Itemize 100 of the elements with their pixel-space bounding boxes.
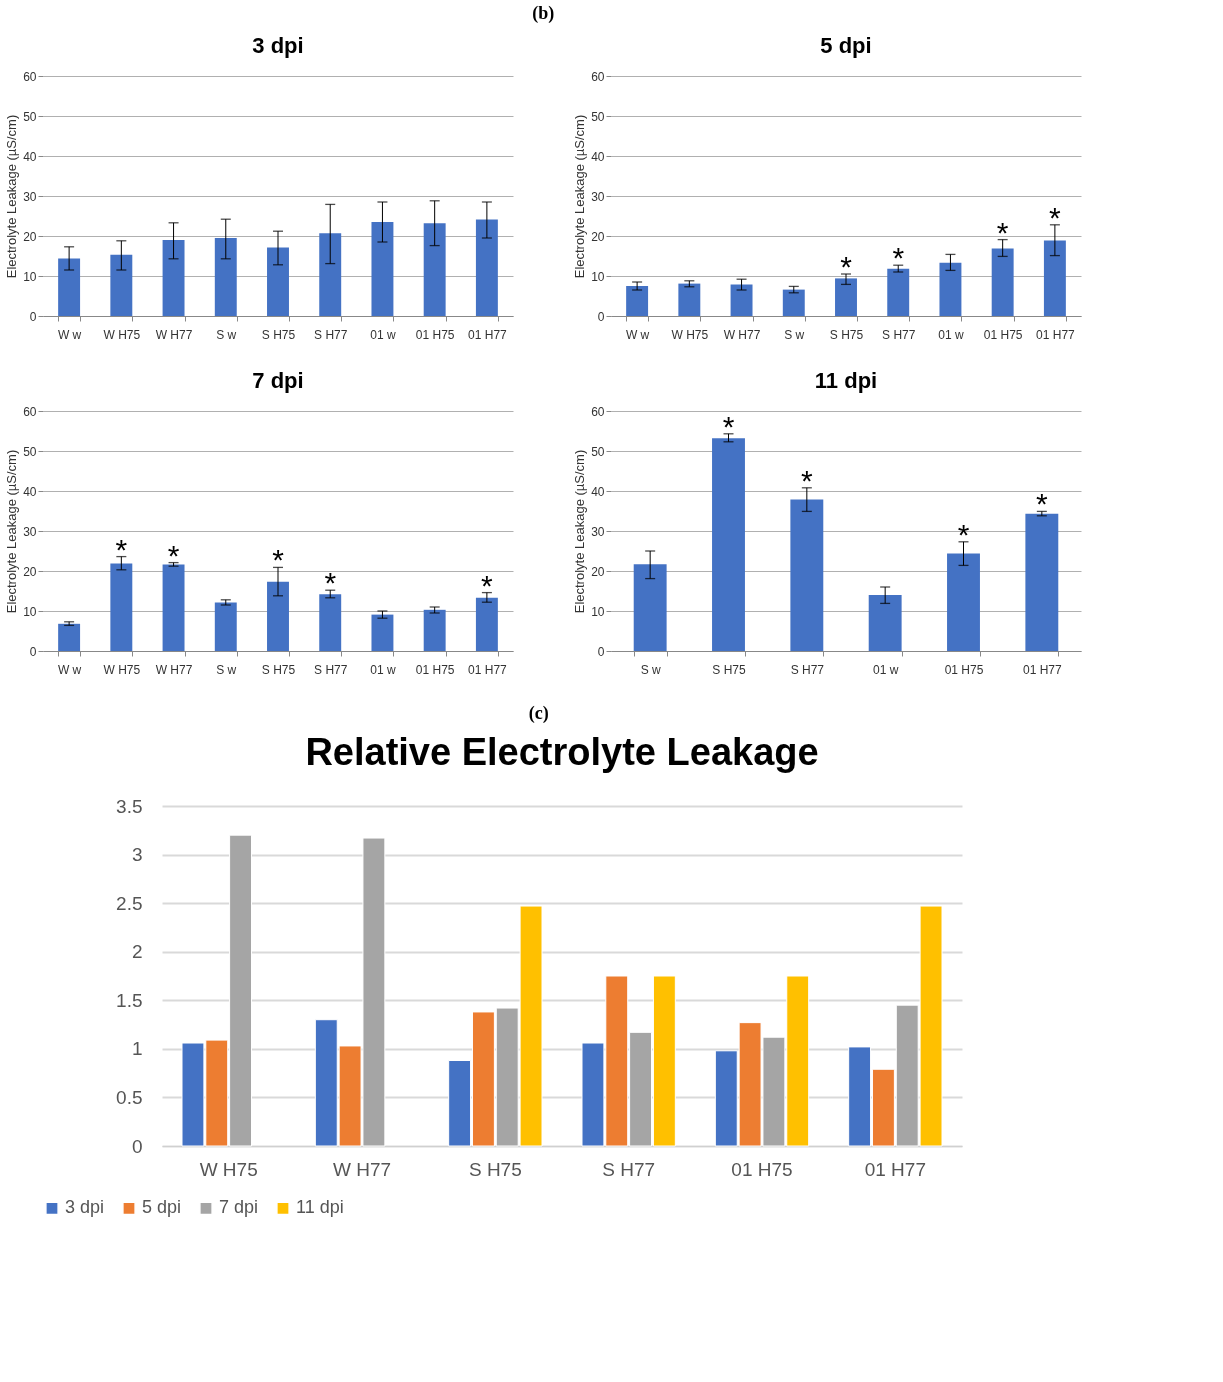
- x-tick-label: W H77: [155, 662, 193, 677]
- bar: [790, 499, 824, 651]
- annotation: *: [481, 568, 494, 602]
- x-tick-label: S H77: [314, 662, 348, 677]
- y-tick-label: 50: [591, 444, 605, 459]
- x-tick-label: W H75: [199, 1158, 258, 1180]
- x-tick-label: W w: [57, 327, 82, 342]
- x-tick-label: 01 H75: [983, 327, 1023, 342]
- y-tick-label: 40: [23, 149, 37, 164]
- chart-title: 5 dpi: [820, 33, 872, 58]
- annotation: *: [957, 517, 970, 551]
- y-axis-title: Electrolyte Leakage (µS/cm): [572, 449, 588, 614]
- x-tick-label: W H75: [103, 662, 141, 677]
- y-tick-label: 10: [23, 269, 37, 284]
- y-tick-label: 20: [23, 229, 37, 244]
- chart-title: 3 dpi: [252, 33, 304, 58]
- bar: [58, 623, 81, 651]
- bar: [475, 597, 498, 651]
- x-tick-label: 01 H77: [468, 662, 508, 677]
- y-tick-label: 50: [23, 109, 37, 124]
- y-tick-label: 0: [597, 644, 605, 659]
- x-tick-label: S H77: [602, 1158, 656, 1180]
- x-tick-label: W H77: [723, 327, 761, 342]
- text: (b): [532, 3, 555, 24]
- x-tick-label: 01 H77: [1022, 662, 1062, 677]
- bar: [267, 247, 289, 316]
- bar: [162, 564, 185, 651]
- bar: [947, 553, 980, 651]
- x-tick-label: S w: [640, 662, 661, 677]
- y-tick-label: 0.5: [116, 1086, 143, 1108]
- legend-label: 7 dpi: [219, 1197, 259, 1218]
- x-tick-label: 01 H75: [415, 327, 455, 342]
- y-tick-label: 40: [591, 484, 605, 499]
- bar: [371, 222, 394, 316]
- bar: [214, 602, 237, 651]
- bar: [1025, 513, 1059, 651]
- bar: [267, 581, 289, 651]
- bar: [868, 595, 902, 651]
- x-tick-label: S H77: [790, 662, 825, 677]
- y-tick-label: 30: [591, 189, 605, 204]
- bar: [423, 223, 446, 316]
- y-tick-label: 20: [591, 229, 605, 244]
- bar: [58, 258, 81, 316]
- y-tick-label: 50: [591, 109, 605, 124]
- bar: [678, 283, 701, 316]
- chart-title: 11 dpi: [814, 368, 878, 393]
- y-tick-label: 30: [23, 524, 37, 539]
- x-tick-label: 01 H77: [1036, 327, 1076, 342]
- y-tick-label: 40: [591, 149, 605, 164]
- legend-label: 3 dpi: [65, 1197, 105, 1218]
- x-tick-label: 01 w: [872, 662, 899, 677]
- x-tick-label: 01 w: [938, 327, 964, 342]
- annotation: *: [892, 241, 905, 275]
- y-tick-label: 0: [597, 309, 605, 324]
- y-tick-label: 10: [591, 269, 605, 284]
- bar: [633, 564, 667, 651]
- y-tick-label: 30: [23, 189, 37, 204]
- y-tick-label: 20: [591, 564, 605, 579]
- annotation: *: [324, 566, 337, 600]
- x-tick-label: W H77: [155, 327, 193, 342]
- annotation: *: [996, 215, 1009, 249]
- y-tick-label: 2.5: [116, 892, 143, 914]
- annotation: *: [1035, 487, 1048, 521]
- chart-title: 7 dpi: [252, 368, 304, 393]
- bar: [371, 614, 394, 651]
- annotation: *: [722, 409, 735, 443]
- bar: [423, 609, 446, 651]
- x-tick-label: S w: [216, 662, 237, 677]
- x-tick-label: S H75: [829, 327, 864, 342]
- bar: [626, 286, 649, 316]
- y-tick-label: 60: [23, 404, 37, 419]
- bar: [1043, 240, 1066, 316]
- annotation: *: [167, 538, 180, 572]
- y-tick-label: 1: [131, 1038, 143, 1060]
- y-axis-title: Electrolyte Leakage (µS/cm): [572, 114, 588, 279]
- y-tick-label: 3.5: [116, 795, 143, 817]
- bar: [887, 268, 910, 316]
- x-tick-label: S H77: [882, 327, 916, 342]
- annotation: *: [800, 463, 813, 497]
- x-tick-label: 01 H75: [415, 662, 455, 677]
- legend-label: 5 dpi: [142, 1197, 182, 1218]
- bar: [162, 240, 185, 316]
- x-tick-label: W H75: [671, 327, 709, 342]
- y-tick-label: 3: [131, 844, 143, 866]
- legend-label: 11 dpi: [296, 1197, 344, 1218]
- bar: [214, 238, 237, 316]
- y-tick-label: 50: [23, 444, 37, 459]
- x-tick-label: 01 w: [370, 662, 396, 677]
- x-tick-label: S H75: [261, 662, 296, 677]
- x-tick-label: 01 H75: [944, 662, 984, 677]
- chart-title: Relative Electrolyte Leakage: [305, 731, 819, 773]
- x-tick-label: S H75: [712, 662, 746, 677]
- x-tick-label: 01 H75: [731, 1158, 793, 1180]
- y-tick-label: 60: [591, 404, 605, 419]
- y-tick-label: 0: [131, 1135, 143, 1157]
- x-tick-label: S H75: [468, 1158, 522, 1180]
- annotation: *: [272, 543, 285, 577]
- bar: [782, 289, 805, 316]
- y-tick-label: 10: [23, 604, 37, 619]
- annotation: *: [115, 532, 128, 566]
